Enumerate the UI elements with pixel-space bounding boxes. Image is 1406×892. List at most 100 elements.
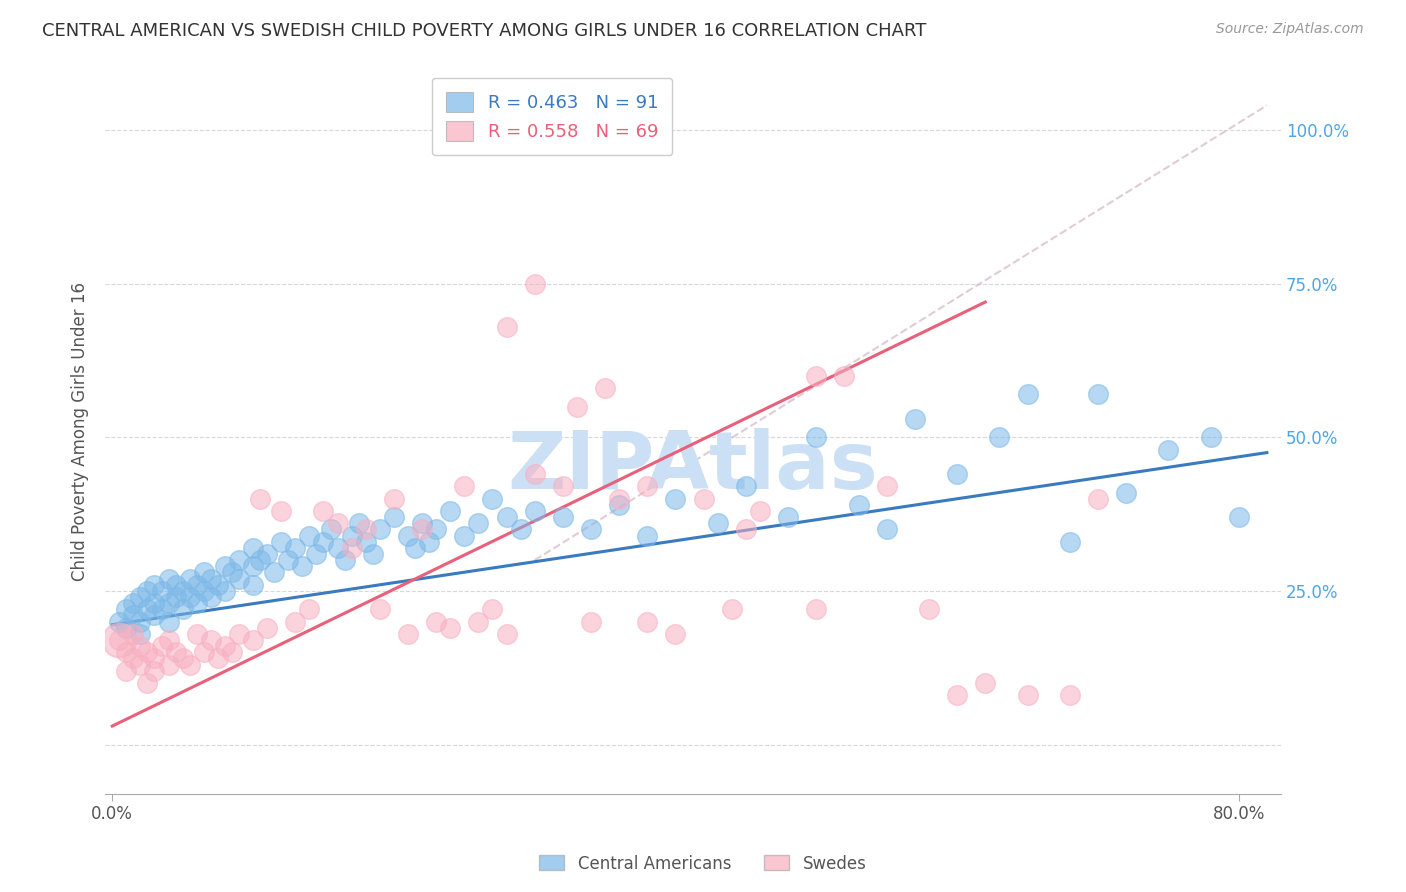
- Point: [319, 523, 342, 537]
- Point: [186, 596, 208, 610]
- Point: [115, 621, 138, 635]
- Point: [340, 528, 363, 542]
- Point: [439, 621, 461, 635]
- Point: [326, 516, 349, 531]
- Point: [404, 541, 426, 555]
- Point: [263, 566, 285, 580]
- Point: [1087, 387, 1109, 401]
- Point: [242, 559, 264, 574]
- Point: [495, 627, 517, 641]
- Point: [1115, 485, 1137, 500]
- Point: [157, 633, 180, 648]
- Point: [136, 645, 159, 659]
- Point: [396, 627, 419, 641]
- Point: [1227, 510, 1250, 524]
- Point: [1017, 387, 1039, 401]
- Point: [242, 541, 264, 555]
- Point: [122, 608, 145, 623]
- Point: [418, 534, 440, 549]
- Point: [523, 504, 546, 518]
- Point: [150, 602, 173, 616]
- Point: [607, 491, 630, 506]
- Point: [122, 596, 145, 610]
- Point: [453, 479, 475, 493]
- Point: [122, 627, 145, 641]
- Point: [551, 510, 574, 524]
- Point: [291, 559, 314, 574]
- Point: [664, 491, 686, 506]
- Point: [136, 583, 159, 598]
- Point: [165, 645, 187, 659]
- Point: [157, 615, 180, 629]
- Point: [636, 615, 658, 629]
- Point: [636, 528, 658, 542]
- Point: [481, 602, 503, 616]
- Point: [108, 633, 131, 648]
- Point: [165, 578, 187, 592]
- Point: [904, 412, 927, 426]
- Point: [115, 602, 138, 616]
- Point: [467, 516, 489, 531]
- Point: [256, 621, 278, 635]
- Legend: Central Americans, Swedes: Central Americans, Swedes: [533, 848, 873, 880]
- Point: [749, 504, 772, 518]
- Point: [579, 615, 602, 629]
- Point: [143, 578, 166, 592]
- Point: [467, 615, 489, 629]
- Point: [1199, 430, 1222, 444]
- Point: [221, 645, 243, 659]
- Point: [1059, 689, 1081, 703]
- Point: [326, 541, 349, 555]
- Point: [193, 583, 215, 598]
- Point: [193, 645, 215, 659]
- Point: [876, 523, 898, 537]
- Point: [720, 602, 742, 616]
- Point: [579, 523, 602, 537]
- Point: [396, 528, 419, 542]
- Point: [636, 479, 658, 493]
- Point: [143, 664, 166, 678]
- Point: [143, 651, 166, 665]
- Point: [186, 627, 208, 641]
- Point: [256, 547, 278, 561]
- Point: [143, 596, 166, 610]
- Point: [157, 657, 180, 672]
- Point: [946, 689, 969, 703]
- Point: [481, 491, 503, 506]
- Point: [425, 523, 447, 537]
- Point: [200, 633, 222, 648]
- Point: [129, 615, 152, 629]
- Point: [172, 651, 194, 665]
- Point: [974, 676, 997, 690]
- Point: [214, 583, 236, 598]
- Point: [706, 516, 728, 531]
- Point: [115, 664, 138, 678]
- Point: [108, 633, 131, 648]
- Point: [333, 553, 356, 567]
- Point: [368, 523, 391, 537]
- Point: [284, 615, 307, 629]
- Point: [735, 523, 758, 537]
- Point: [186, 578, 208, 592]
- Point: [848, 498, 870, 512]
- Point: [565, 400, 588, 414]
- Point: [242, 578, 264, 592]
- Point: [129, 639, 152, 653]
- Point: [834, 368, 856, 383]
- Point: [347, 516, 370, 531]
- Point: [207, 651, 229, 665]
- Point: [150, 583, 173, 598]
- Point: [298, 602, 321, 616]
- Point: [1087, 491, 1109, 506]
- Point: [354, 534, 377, 549]
- Point: [806, 368, 828, 383]
- Text: ZIPAtlas: ZIPAtlas: [508, 428, 879, 507]
- Point: [108, 615, 131, 629]
- Point: [179, 590, 201, 604]
- Point: [214, 559, 236, 574]
- Point: [453, 528, 475, 542]
- Point: [298, 528, 321, 542]
- Point: [664, 627, 686, 641]
- Point: [129, 657, 152, 672]
- Point: [242, 633, 264, 648]
